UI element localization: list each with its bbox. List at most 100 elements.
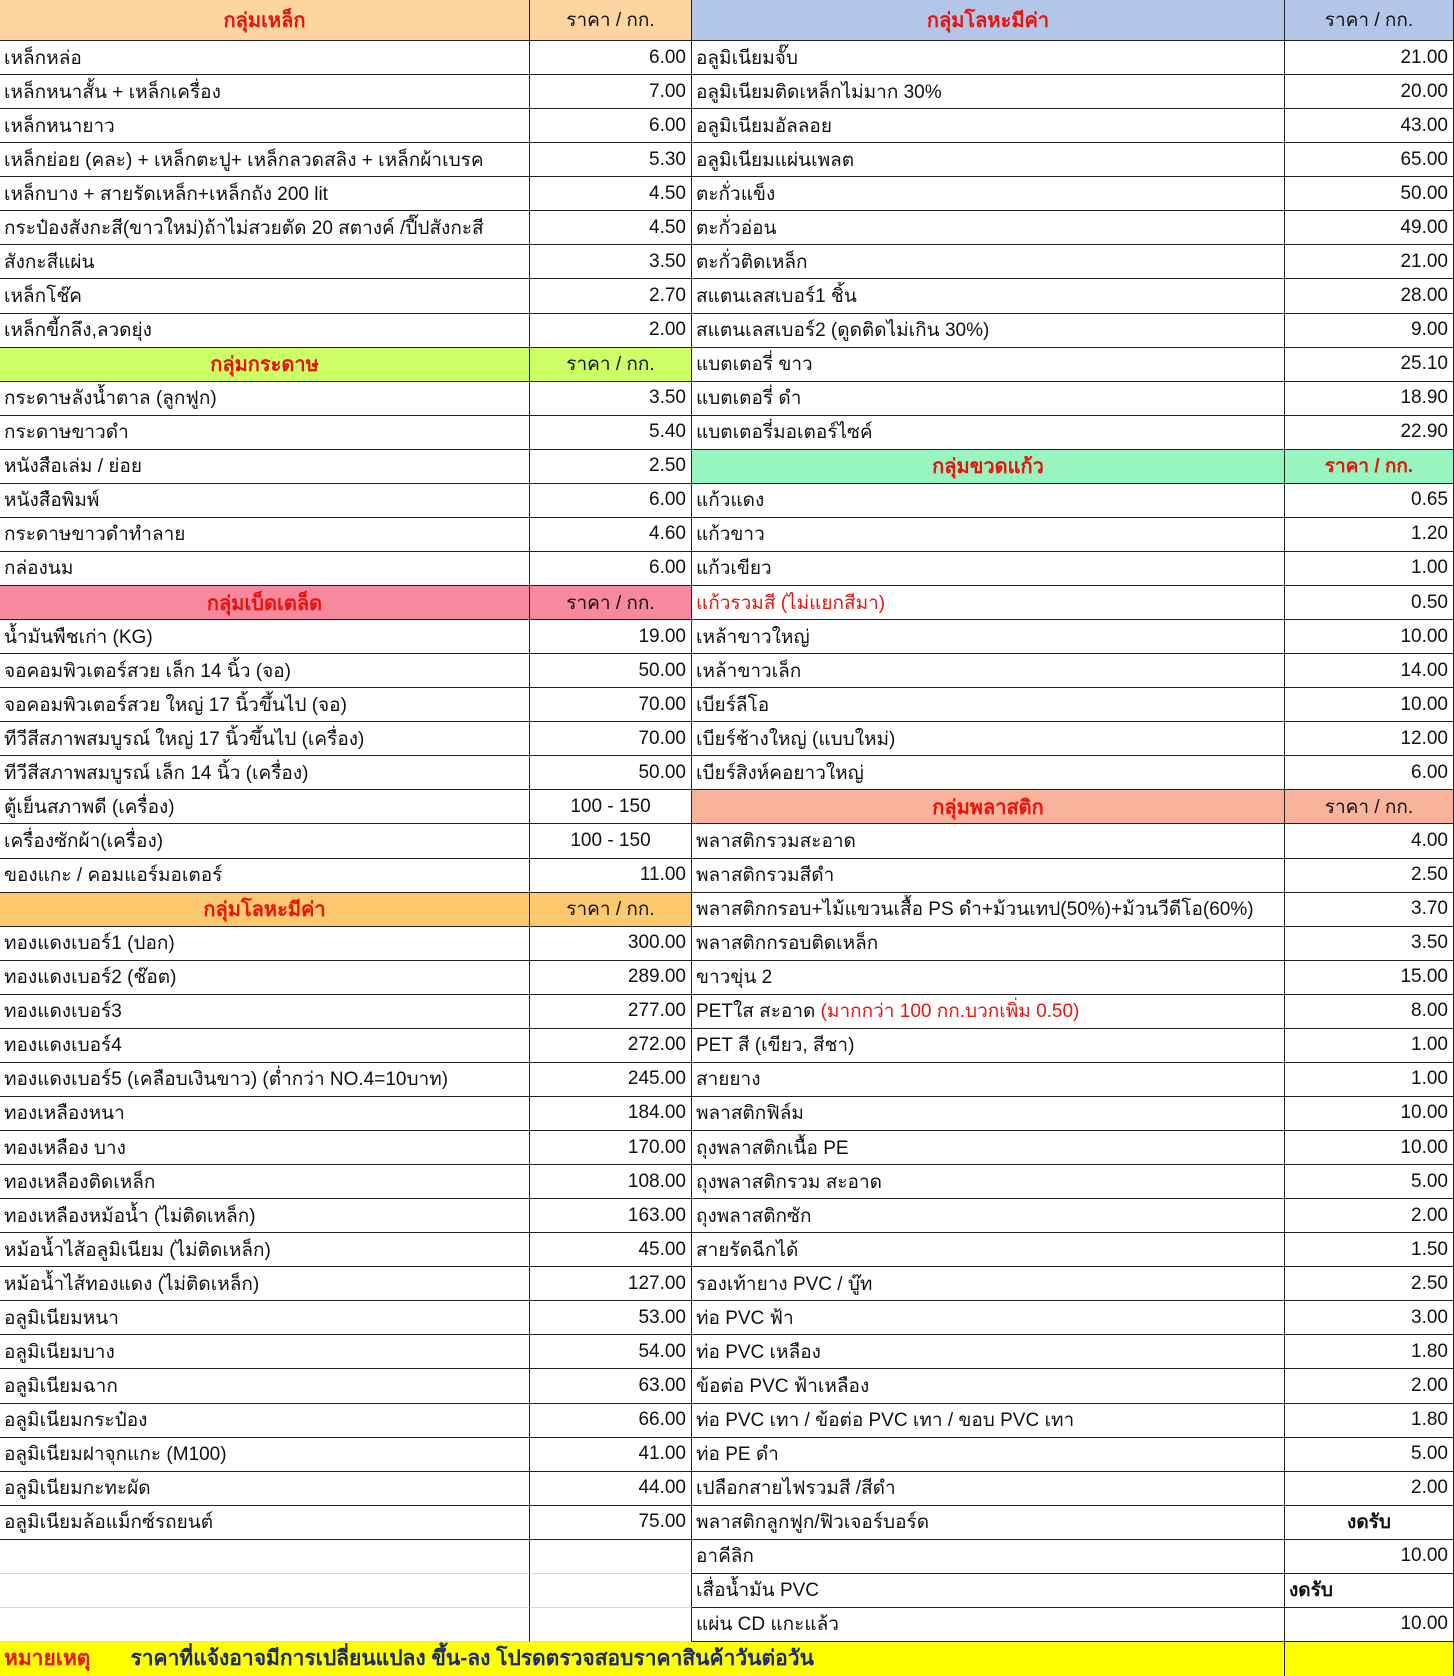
- category-header: กลุ่มพลาสติก: [692, 790, 1285, 825]
- item-price: 21.00: [1285, 245, 1454, 280]
- item-price: 3.00: [1285, 1301, 1454, 1336]
- item-name: กล่องนม: [0, 551, 530, 586]
- item-name: อลูมิเนียมบาง: [0, 1335, 530, 1370]
- item-price: 45.00: [530, 1233, 692, 1268]
- item-name: สายรัดฉีกได้: [692, 1233, 1285, 1268]
- item-name: เหล้าขาวเล็ก: [692, 654, 1285, 689]
- price-column-header: ราคา / กก.: [1285, 790, 1454, 825]
- item-name: PET สี (เขียว, สีชา): [692, 1028, 1285, 1063]
- item-price: 10.00: [1285, 688, 1454, 723]
- item-note: (มากกว่า 100 กก.บวกเพิ่ม 0.50): [820, 1001, 1080, 1023]
- item-price: 3.50: [530, 245, 692, 280]
- item-price: 2.50: [1285, 858, 1454, 893]
- category-header: กลุ่มเบ็ดเตล็ด: [0, 586, 530, 621]
- item-price: 50.00: [1285, 177, 1454, 212]
- item-price: 54.00: [530, 1335, 692, 1370]
- category-header: กลุ่มกระดาษ: [0, 347, 530, 382]
- item-name: ถุงพลาสติกซัก: [692, 1199, 1285, 1234]
- item-name: เบียร์ช้างใหญ่ (แบบใหม่): [692, 722, 1285, 757]
- item-name: ตู้เย็นสภาพดี (เครื่อง): [0, 790, 530, 825]
- item-price: 277.00: [530, 994, 692, 1029]
- item-name: อลูมิเนียมล้อแม็กซ์รถยนต์: [0, 1505, 530, 1540]
- item-name: เหล็กหนาสั้น + เหล็กเครื่อง: [0, 75, 530, 110]
- item-name: แก้วขาว: [692, 517, 1285, 552]
- item-name: ทองแดงเบอร์5 (เคลือบเงินขาว) (ต่ำกว่า NO…: [0, 1062, 530, 1097]
- item-price: 28.00: [1285, 279, 1454, 314]
- item-price: 10.00: [1285, 1096, 1454, 1131]
- item-price: 6.00: [530, 551, 692, 586]
- item-name: กระดาษลังน้ำตาล (ลูกฟูก): [0, 381, 530, 416]
- item-price: 2.50: [530, 449, 692, 484]
- item-price: 289.00: [530, 960, 692, 995]
- item-name: พลาสติกฟิล์ม: [692, 1096, 1285, 1131]
- item-name: เครื่องซักผ้า(เครื่อง): [0, 824, 530, 859]
- price-column-header: ราคา / กก.: [1285, 0, 1454, 41]
- item-name: จอคอมพิวเตอร์สวย ใหญ่ 17 นิ้วขึ้นไป (จอ): [0, 688, 530, 723]
- item-name: ท่อ PE ดำ: [692, 1437, 1285, 1472]
- footer-message: ราคาที่แจ้งอาจมีการเปลี่ยนแปลง ขึ้น-ลง โ…: [130, 1647, 814, 1671]
- item-price: 3.50: [530, 381, 692, 416]
- footer-empty-cell: [1285, 1641, 1454, 1676]
- item-name: กระดาษขาวดำ: [0, 415, 530, 450]
- item-price: 44.00: [530, 1471, 692, 1506]
- price-column-header: ราคา / กก.: [1285, 449, 1454, 484]
- price-column-header: ราคา / กก.: [530, 0, 692, 41]
- item-price: 53.00: [530, 1301, 692, 1336]
- price-column-header: ราคา / กก.: [530, 892, 692, 927]
- item-price: 50.00: [530, 654, 692, 689]
- item-name: ท่อ PVC เหลือง: [692, 1335, 1285, 1370]
- item-name: ขาวขุ่น 2: [692, 960, 1285, 995]
- item-name: ทองแดงเบอร์3: [0, 994, 530, 1029]
- item-name: หนังสือพิมพ์: [0, 483, 530, 518]
- item-name: หม้อน้ำไส้อลูมิเนียม (ไม่ติดเหล็ก): [0, 1233, 530, 1268]
- item-name: เปลือกสายไฟรวมสี /สีดำ: [692, 1471, 1285, 1506]
- item-price: 2.50: [1285, 1267, 1454, 1302]
- item-price: 25.10: [1285, 347, 1454, 382]
- item-price: 6.00: [530, 41, 692, 76]
- item-price: 70.00: [530, 722, 692, 757]
- item-price: 1.20: [1285, 517, 1454, 552]
- item-name: แบตเตอรี่ ดำ: [692, 381, 1285, 416]
- item-name: อลูมิเนียมฝาจุกแกะ (M100): [0, 1437, 530, 1472]
- item-name: เหล็กหนายาว: [0, 109, 530, 144]
- price-column-header: ราคา / กก.: [530, 586, 692, 621]
- item-price: 4.50: [530, 177, 692, 212]
- item-price: 41.00: [530, 1437, 692, 1472]
- item-price: 75.00: [530, 1505, 692, 1540]
- empty-cell: [0, 1573, 530, 1608]
- item-price: 1.80: [1285, 1403, 1454, 1438]
- empty-cell: [530, 1573, 692, 1608]
- item-name: ทีวีสีสภาพสมบูรณ์ เล็ก 14 นิ้ว (เครื่อง): [0, 756, 530, 791]
- item-price: 100 - 150: [530, 790, 692, 825]
- item-name: จอคอมพิวเตอร์สวย เล็ก 14 นิ้ว (จอ): [0, 654, 530, 689]
- item-price: 2.00: [1285, 1199, 1454, 1234]
- item-name: เสื่อน้ำมัน PVC: [692, 1573, 1285, 1608]
- item-price: 4.00: [1285, 824, 1454, 859]
- item-name: สแตนเลสเบอร์1 ชิ้น: [692, 279, 1285, 314]
- item-price: 4.50: [530, 211, 692, 246]
- item-name: แบตเตอรี่ ขาว: [692, 347, 1285, 382]
- item-name: เหล็กย่อย (คละ) + เหล็กตะปู+ เหล็กลวดสลิ…: [0, 143, 530, 178]
- item-price: 184.00: [530, 1096, 692, 1131]
- item-name: เหล็กขี้กลึง,ลวดยุ่ง: [0, 313, 530, 348]
- item-price: 1.00: [1285, 1062, 1454, 1097]
- empty-cell: [530, 1607, 692, 1642]
- item-name: ตะกั่วติดเหล็ก: [692, 245, 1285, 280]
- item-name: หม้อน้ำไส้ทองแดง (ไม่ติดเหล็ก): [0, 1267, 530, 1302]
- item-price: 19.00: [530, 620, 692, 655]
- item-name: พลาสติกลูกฟูก/ฟิวเจอร์บอร์ด: [692, 1505, 1285, 1540]
- item-name: แก้วแดง: [692, 483, 1285, 518]
- item-name: ท่อ PVC ฟ้า: [692, 1301, 1285, 1336]
- item-name: อลูมิเนียมฉาก: [0, 1369, 530, 1404]
- item-price: 49.00: [1285, 211, 1454, 246]
- item-price: 12.00: [1285, 722, 1454, 757]
- item-name: ทองเหลืองติดเหล็ก: [0, 1165, 530, 1200]
- item-price: 2.00: [530, 313, 692, 348]
- item-price: 15.00: [1285, 960, 1454, 995]
- item-name: อลูมิเนียมติดเหล็กไม่มาก 30%: [692, 75, 1285, 110]
- item-name: เหล็กหล่อ: [0, 41, 530, 76]
- item-name: กระดาษขาวดำทำลาย: [0, 517, 530, 552]
- item-price: 6.00: [530, 483, 692, 518]
- item-price: 2.00: [1285, 1471, 1454, 1506]
